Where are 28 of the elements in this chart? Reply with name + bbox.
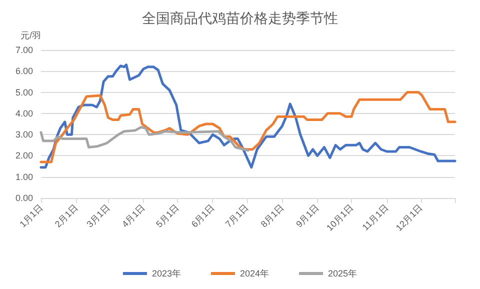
y-axis-title: 元/羽 bbox=[20, 30, 41, 40]
x-tick-label: 11月1日 bbox=[360, 202, 390, 232]
y-tick-label: 0.00 bbox=[15, 193, 33, 203]
chart-title: 全国商品代鸡苗价格走势季节性 bbox=[142, 10, 338, 26]
legend-label: 2023年 bbox=[152, 268, 181, 278]
y-tick-label: 2.00 bbox=[15, 150, 33, 161]
x-tick-label: 2月1日 bbox=[52, 202, 80, 230]
y-tick-label: 7.00 bbox=[15, 45, 33, 55]
line-series bbox=[40, 91, 456, 164]
x-tick-label: 4月1日 bbox=[120, 202, 147, 230]
line-series bbox=[40, 126, 250, 152]
x-tick-label: 9月1日 bbox=[294, 202, 321, 230]
line-series bbox=[40, 64, 456, 169]
x-tick-label: 3月1日 bbox=[84, 202, 112, 230]
x-tick-label: 1月1日 bbox=[18, 202, 45, 230]
x-tick-label: 12月1日 bbox=[394, 202, 424, 233]
legend-label: 2024年 bbox=[240, 268, 270, 278]
x-tick-label: 7月1日 bbox=[224, 202, 250, 230]
y-tick-label: 4.00 bbox=[15, 108, 33, 118]
x-tick-label: 8月1日 bbox=[258, 202, 286, 230]
x-tick-label: 10月1日 bbox=[324, 202, 356, 233]
y-tick-label: 5.00 bbox=[15, 87, 33, 98]
y-tick-label: 1.00 bbox=[15, 172, 33, 182]
y-tick-label: 3.00 bbox=[15, 130, 33, 140]
y-tick-label: 6.00 bbox=[15, 66, 33, 76]
x-tick-label: 6月1日 bbox=[189, 202, 216, 230]
legend-label: 2025年 bbox=[328, 268, 358, 278]
x-tick-label: 5月1日 bbox=[154, 202, 182, 230]
